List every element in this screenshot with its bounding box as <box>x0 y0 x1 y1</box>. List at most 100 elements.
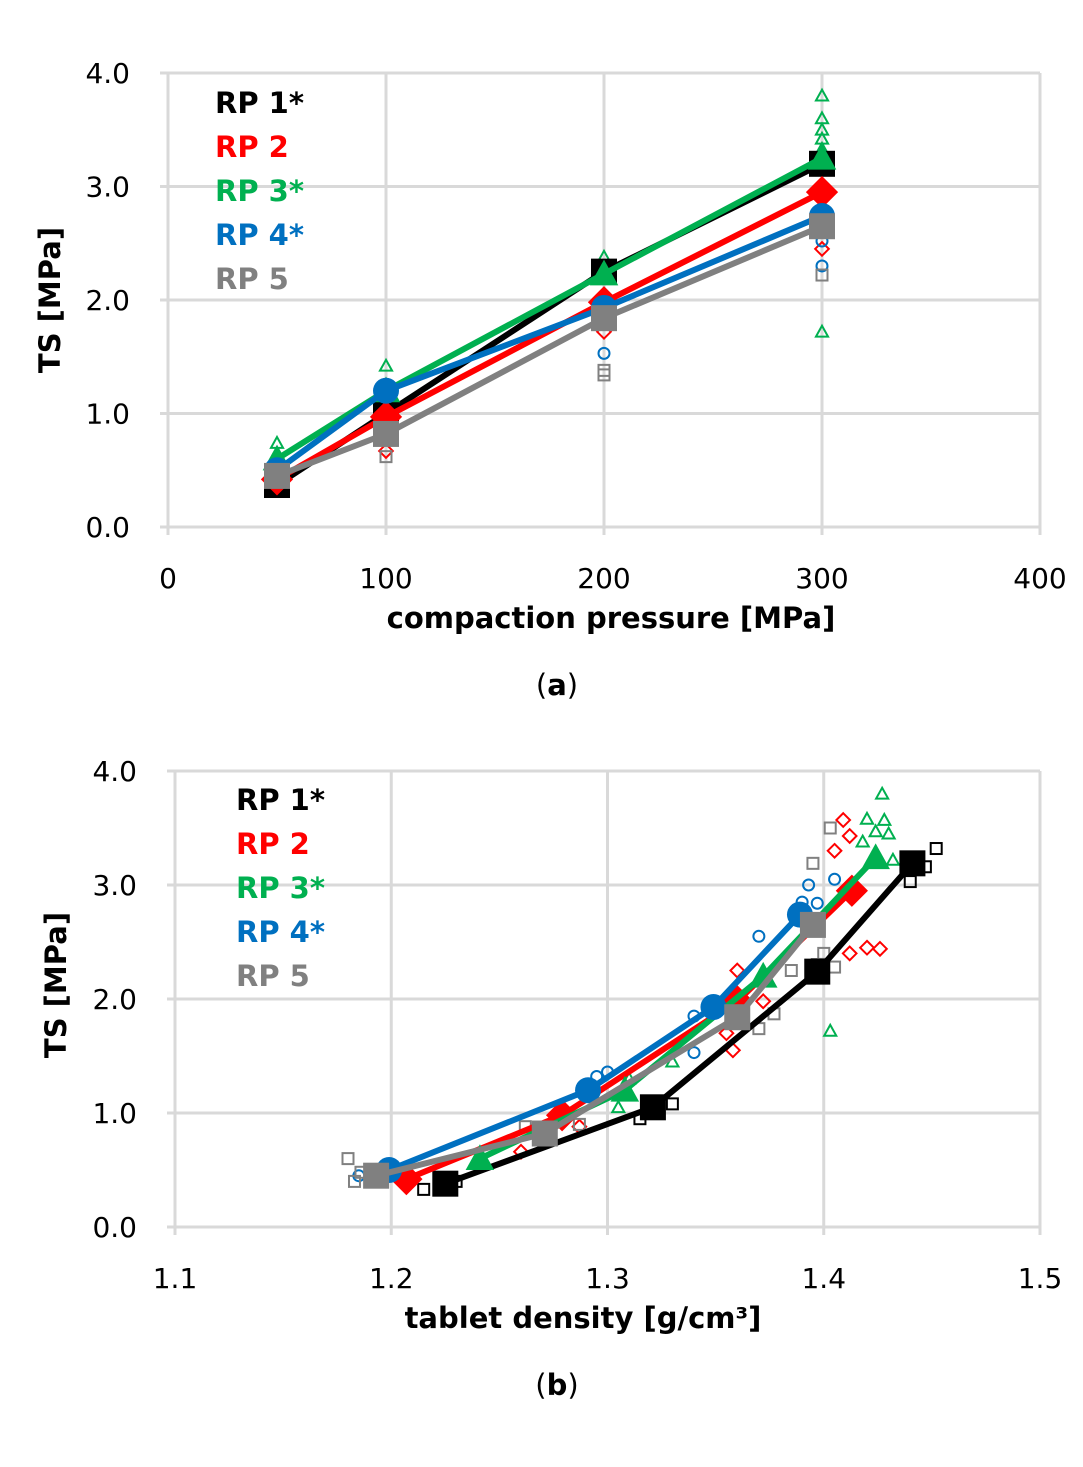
data-point <box>854 833 871 848</box>
mean-marker <box>264 462 290 489</box>
legend-entry: RP 3* <box>215 174 304 208</box>
mean-marker <box>899 850 926 877</box>
data-point <box>802 878 816 892</box>
y-axis-title: TS [MPa] <box>33 227 67 373</box>
mean-marker <box>373 420 399 447</box>
mean-marker <box>639 1094 666 1121</box>
mean-marker <box>545 1099 579 1132</box>
data-point <box>841 945 858 962</box>
mean-marker <box>373 377 399 404</box>
data-point <box>417 1182 431 1196</box>
data-point <box>880 825 897 840</box>
individual-points <box>269 87 831 464</box>
data-point <box>826 842 843 860</box>
data-point <box>718 1024 735 1042</box>
data-point <box>752 929 766 943</box>
y-axis-title: TS [MPa] <box>39 912 73 1058</box>
x-tick-label: 300 <box>795 562 848 595</box>
legend-entry: RP 1* <box>236 783 325 817</box>
data-point <box>841 827 858 845</box>
y-tick-label: 0.0 <box>92 1211 137 1244</box>
mean-marker <box>591 305 617 332</box>
caption-letter: a <box>547 668 567 702</box>
mean-marker <box>363 1162 390 1189</box>
x-tick-label: 100 <box>359 562 412 595</box>
data-point <box>885 851 901 866</box>
x-axis-title: compaction pressure [MPa] <box>387 601 836 635</box>
x-tick-labels: 1.1 1.2 1.3 1.4 1.5 <box>153 1262 1063 1295</box>
y-tick-label: 4.0 <box>92 755 137 788</box>
data-point <box>754 993 772 1010</box>
series-line <box>275 161 824 488</box>
mean-marker <box>807 143 837 170</box>
mean-marker <box>809 213 835 240</box>
gridlines <box>167 769 1042 1235</box>
y-tick-label: 2.0 <box>85 284 130 317</box>
data-point <box>665 1097 679 1111</box>
data-point <box>687 1046 701 1060</box>
legend-entry: RP 2 <box>236 827 310 861</box>
y-tick-labels: 0.0 1.0 2.0 3.0 4.0 <box>85 57 130 544</box>
x-axis-title: tablet density [g/cm³] <box>405 1301 762 1335</box>
mean-marker <box>804 958 831 985</box>
data-point <box>828 872 842 886</box>
mean-marker <box>799 911 826 938</box>
data-point <box>815 259 829 273</box>
caption-letter: b <box>547 1368 568 1402</box>
data-point <box>784 964 798 977</box>
legend: RP 1* RP 2 RP 3* RP 4* RP 5 <box>236 783 325 993</box>
y-tick-label: 1.0 <box>92 1097 137 1130</box>
chart-a: 0 100 200 300 400 0.0 1.0 2.0 3.0 4.0 compaction… <box>33 57 1067 702</box>
chart-b: 1.1 1.2 1.3 1.4 1.5 0.0 1.0 2.0 3.0 4.0 tablet d… <box>39 755 1062 1402</box>
series-line <box>275 213 824 473</box>
legend-entry: RP 5 <box>236 959 310 993</box>
x-tick-labels: 0 100 200 300 400 <box>159 562 1067 595</box>
data-point <box>834 811 852 829</box>
y-tick-label: 3.0 <box>92 869 137 902</box>
y-tick-labels: 0.0 1.0 2.0 3.0 4.0 <box>92 755 137 1244</box>
mean-marker <box>724 1004 751 1031</box>
data-point <box>379 450 393 464</box>
data-point <box>610 1099 627 1114</box>
mean-marker <box>700 993 727 1020</box>
series-line <box>375 922 816 1179</box>
legend-entry: RP 3* <box>236 871 325 905</box>
data-point <box>597 368 611 382</box>
mean-marker <box>432 1170 459 1197</box>
x-tick-label: 200 <box>577 562 630 595</box>
y-tick-label: 3.0 <box>85 171 130 204</box>
data-point <box>815 268 829 282</box>
legend-entry: RP 4* <box>236 915 325 949</box>
data-point <box>572 1117 586 1131</box>
y-tick-label: 2.0 <box>92 983 137 1016</box>
data-point <box>859 810 875 825</box>
data-point <box>814 323 830 338</box>
data-point <box>874 785 890 800</box>
x-tick-label: 1.4 <box>801 1262 846 1295</box>
y-tick-label: 4.0 <box>85 57 130 90</box>
data-point <box>341 1152 355 1166</box>
data-point <box>929 842 943 856</box>
y-tick-label: 0.0 <box>85 511 130 544</box>
legend: RP 1* RP 2 RP 3* RP 4* RP 5 <box>215 86 304 296</box>
x-tick-label: 1.5 <box>1018 1262 1063 1295</box>
data-point <box>814 87 830 102</box>
series-lines <box>363 843 926 1197</box>
data-point <box>823 821 837 835</box>
mean-marker <box>805 176 839 209</box>
data-point <box>871 940 889 958</box>
data-point <box>813 240 831 258</box>
series-line <box>275 189 824 482</box>
legend-entry: RP 4* <box>215 218 304 252</box>
gridlines <box>160 71 1042 535</box>
x-tick-label: 1.2 <box>369 1262 414 1295</box>
series-line <box>275 155 824 462</box>
data-point <box>377 442 395 460</box>
x-tick-label: 400 <box>1013 562 1066 595</box>
mean-marker <box>610 1075 640 1102</box>
data-point <box>828 960 842 974</box>
data-point <box>867 823 884 838</box>
mean-marker <box>589 259 619 286</box>
data-point <box>806 856 820 870</box>
